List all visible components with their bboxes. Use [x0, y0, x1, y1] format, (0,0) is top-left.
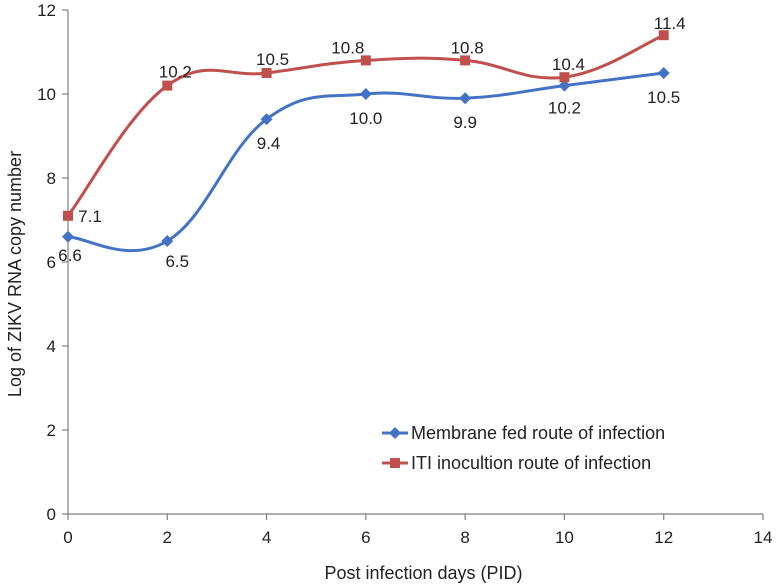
x-tick-label: 2 — [163, 528, 172, 547]
legend: Membrane fed route of infection ITI inocu… — [382, 423, 665, 473]
iti-data-label: 10.5 — [256, 50, 289, 69]
axes: 0 2 4 6 8 10 12 0 2 4 6 8 10 12 14 — [37, 1, 772, 547]
membrane-legend-marker — [389, 427, 401, 439]
membrane-data-label: 9.9 — [453, 113, 477, 132]
x-axis-title: Post infection days (PID) — [324, 563, 522, 583]
y-tick-label: 8 — [47, 169, 56, 188]
y-tick-label: 0 — [47, 505, 56, 524]
x-tick-label: 4 — [262, 528, 271, 547]
y-tick-label: 2 — [47, 421, 56, 440]
iti-point — [559, 72, 570, 83]
x-tick-label: 14 — [754, 528, 773, 547]
x-tick-label: 6 — [361, 528, 370, 547]
iti-point — [261, 68, 272, 78]
iti-data-label: 10.8 — [331, 38, 364, 57]
iti-data-label: 10.2 — [159, 63, 192, 82]
y-tick-label: 6 — [47, 253, 56, 272]
x-tick-label: 12 — [654, 528, 673, 547]
y-axis-title: Log of ZIKV RNA copy number — [5, 151, 25, 397]
membrane-point — [558, 79, 571, 92]
y-tick-label: 4 — [47, 337, 56, 356]
x-tick-label: 8 — [460, 528, 469, 547]
y-tick-label: 10 — [37, 85, 56, 104]
membrane-legend-label: Membrane fed route of infection — [411, 423, 665, 443]
membrane-point — [62, 230, 74, 243]
membrane-data-label: 10.0 — [349, 109, 382, 128]
iti-point — [162, 80, 173, 91]
membrane-data-label: 9.4 — [257, 134, 281, 153]
iti-point — [460, 55, 471, 66]
membrane-point — [260, 113, 273, 126]
membrane-data-label: 10.5 — [647, 88, 680, 107]
iti-point — [658, 30, 669, 41]
y-tick-label: 12 — [37, 1, 56, 20]
iti-data-label: 10.4 — [552, 55, 585, 74]
iti-legend-marker — [390, 458, 400, 468]
x-tick-label: 0 — [63, 528, 72, 547]
iti-data-label: 10.8 — [451, 38, 484, 57]
membrane-point — [161, 235, 174, 247]
membrane-point — [657, 67, 670, 79]
membrane-point — [459, 92, 472, 105]
membrane-data-label: 10.2 — [548, 99, 581, 118]
iti-data-label: 11.4 — [654, 14, 686, 33]
series-layer — [62, 30, 670, 253]
iti-legend-label: ITI inocultion route of infection — [411, 453, 651, 473]
membrane-data-label: 6.5 — [165, 252, 189, 271]
membrane-data-label: 6.6 — [58, 246, 82, 265]
x-tick-label: 10 — [555, 528, 574, 547]
membrane-point — [359, 88, 372, 100]
iti-point — [63, 210, 73, 221]
data-labels-layer: 6.6 6.5 9.4 10.0 9.9 10.2 10.5 7.1 10.2 10.5 10.8 1… — [58, 14, 685, 271]
iti-data-label: 7.1 — [78, 207, 102, 226]
iti-point — [360, 55, 371, 66]
